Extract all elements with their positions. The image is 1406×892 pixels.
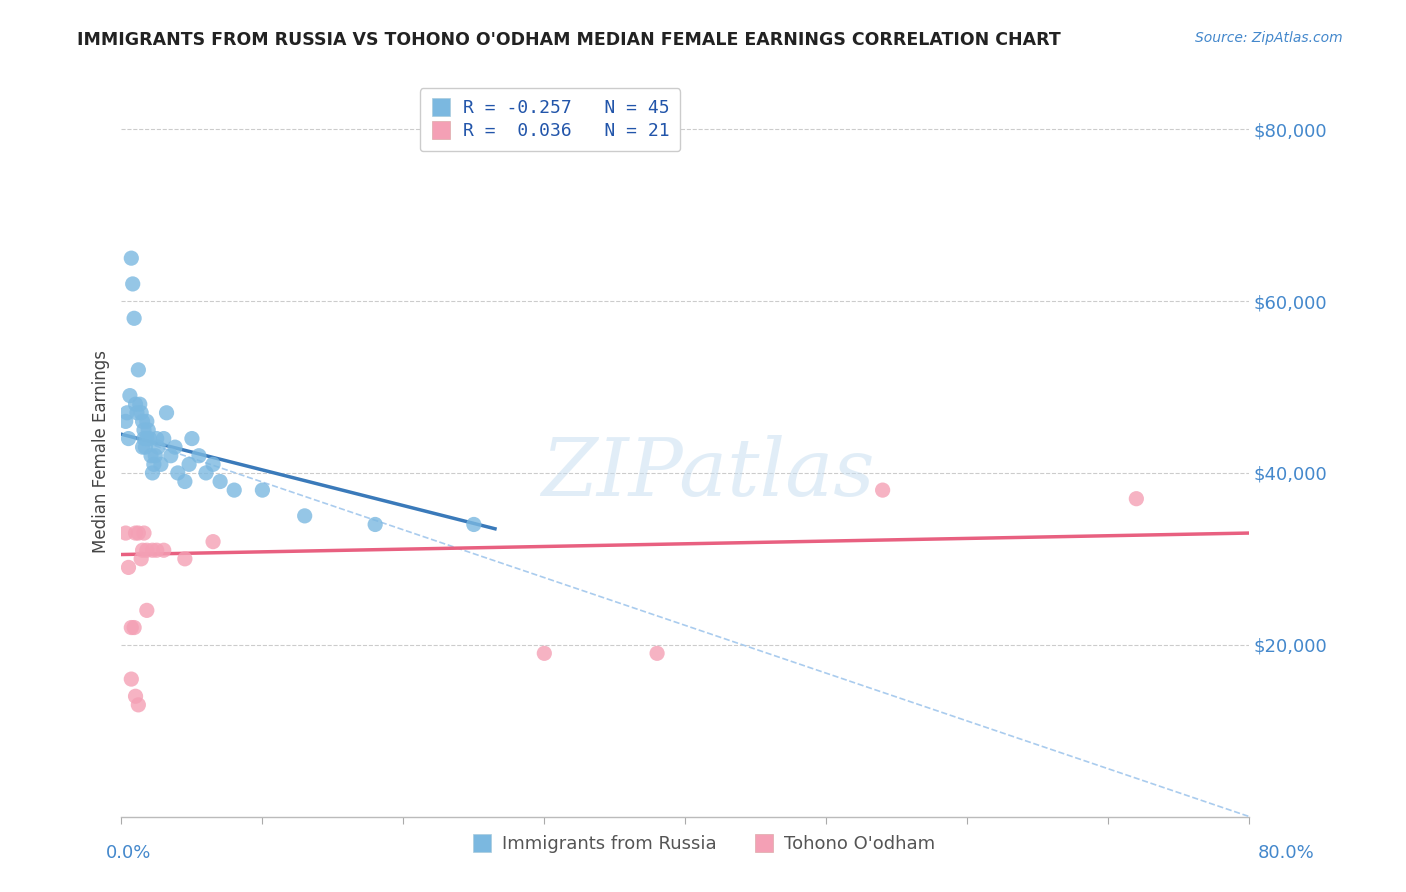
Point (127, 698, 149, 712)
Text: IMMIGRANTS FROM RUSSIA VS TOHONO O'ODHAM MEDIAN FEMALE EARNINGS CORRELATION CHAR: IMMIGRANTS FROM RUSSIA VS TOHONO O'ODHAM… (77, 31, 1062, 49)
Point (131, 414, 153, 428)
Point (145, 432, 167, 446)
Point (120, 672, 142, 686)
Point (149, 458, 172, 472)
Point (131, 543, 153, 558)
Legend: R = -0.257   N = 45, R =  0.036   N = 21: R = -0.257 N = 45, R = 0.036 N = 21 (419, 88, 681, 151)
Point (115, 406, 138, 420)
Point (202, 458, 225, 472)
Point (145, 543, 167, 558)
Point (135, 414, 157, 428)
Point (129, 406, 152, 420)
Point (114, 526, 136, 541)
Y-axis label: Median Female Earnings: Median Female Earnings (93, 350, 110, 553)
Text: Source: ZipAtlas.com: Source: ZipAtlas.com (1195, 31, 1343, 45)
Point (135, 543, 157, 558)
Point (120, 251, 142, 265)
Point (202, 534, 225, 549)
Point (872, 483, 894, 497)
Point (132, 432, 155, 446)
Point (252, 483, 274, 497)
Point (177, 458, 200, 472)
Point (173, 551, 195, 566)
Point (533, 646, 555, 660)
Point (122, 621, 145, 635)
Point (294, 508, 316, 523)
Point (135, 432, 157, 446)
Point (135, 603, 157, 617)
Point (141, 543, 163, 558)
Point (143, 449, 166, 463)
Text: 80.0%: 80.0% (1258, 844, 1315, 862)
Point (152, 432, 174, 446)
Point (163, 440, 186, 454)
Point (146, 440, 169, 454)
Point (128, 397, 150, 411)
Text: 0.0%: 0.0% (105, 844, 150, 862)
Point (132, 423, 155, 437)
Point (139, 449, 162, 463)
Point (124, 397, 146, 411)
Point (209, 475, 232, 489)
Point (117, 432, 139, 446)
Point (181, 432, 204, 446)
Point (118, 389, 141, 403)
Point (131, 440, 153, 454)
Point (463, 517, 485, 532)
Point (195, 466, 218, 480)
Text: ZIPatlas: ZIPatlas (541, 434, 875, 512)
Point (141, 466, 163, 480)
Point (142, 458, 165, 472)
Point (121, 277, 143, 291)
Point (364, 517, 387, 532)
Point (136, 423, 159, 437)
Point (117, 560, 139, 574)
Point (138, 432, 160, 446)
Point (127, 526, 149, 541)
Point (1125, 491, 1147, 506)
Point (159, 449, 181, 463)
Point (124, 526, 146, 541)
Point (134, 440, 156, 454)
Point (188, 449, 211, 463)
Point (127, 363, 149, 377)
Point (224, 483, 246, 497)
Point (173, 475, 195, 489)
Point (155, 406, 177, 420)
Point (132, 526, 155, 541)
Point (125, 406, 148, 420)
Legend: Immigrants from Russia, Tohono O'odham: Immigrants from Russia, Tohono O'odham (464, 829, 942, 861)
Point (124, 690, 146, 704)
Point (122, 311, 145, 326)
Point (120, 621, 142, 635)
Point (129, 551, 152, 566)
Point (114, 414, 136, 428)
Point (152, 543, 174, 558)
Point (645, 646, 668, 660)
Point (166, 466, 188, 480)
